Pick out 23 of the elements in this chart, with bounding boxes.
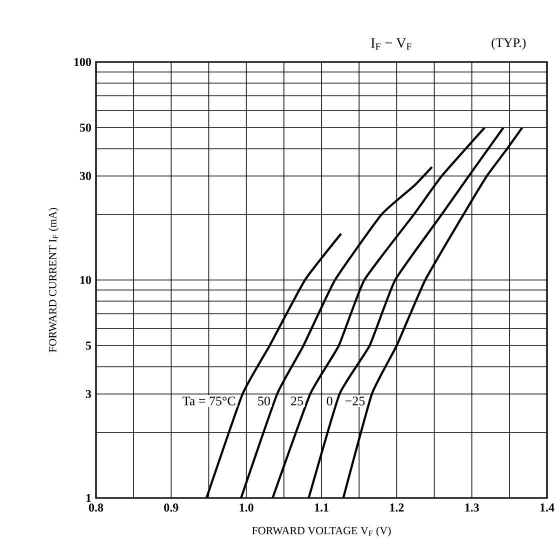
series-label: 25 (291, 396, 304, 406)
x-tick-label: 1.4 (540, 504, 554, 512)
series-label: 0 (326, 396, 332, 406)
x-tick-label: 0.9 (164, 504, 178, 512)
series-label: Ta = 75°C (182, 396, 236, 406)
x-tick-label: 1.0 (240, 504, 254, 512)
y-tick-label: 50 (80, 124, 92, 132)
y-tick-label: 5 (86, 342, 92, 350)
x-tick-label: 1.3 (465, 504, 479, 512)
y-tick-label: 1 (86, 494, 91, 502)
chart-subtitle: (TYP.) (492, 38, 526, 50)
y-tick-label: 100 (74, 58, 92, 66)
x-tick-label: 0.8 (88, 504, 104, 512)
x-tick-label: 1.1 (314, 504, 328, 512)
series-label: 50 (258, 396, 270, 406)
y-axis-title: FORWARD CURRENT I$_{F}$ (mA) (48, 208, 59, 352)
x-tick-label: 1.2 (390, 504, 404, 512)
series-label: −25 (345, 396, 365, 406)
chart-title: I$_{F}$ − V$_{F}$ (371, 38, 412, 50)
y-tick-label: 10 (80, 276, 92, 284)
y-tick-label: 3 (86, 390, 92, 398)
y-tick-label: 30 (80, 172, 92, 180)
x-axis-title: FORWARD VOLTAGE V$_{F}$ (V) (252, 526, 391, 537)
